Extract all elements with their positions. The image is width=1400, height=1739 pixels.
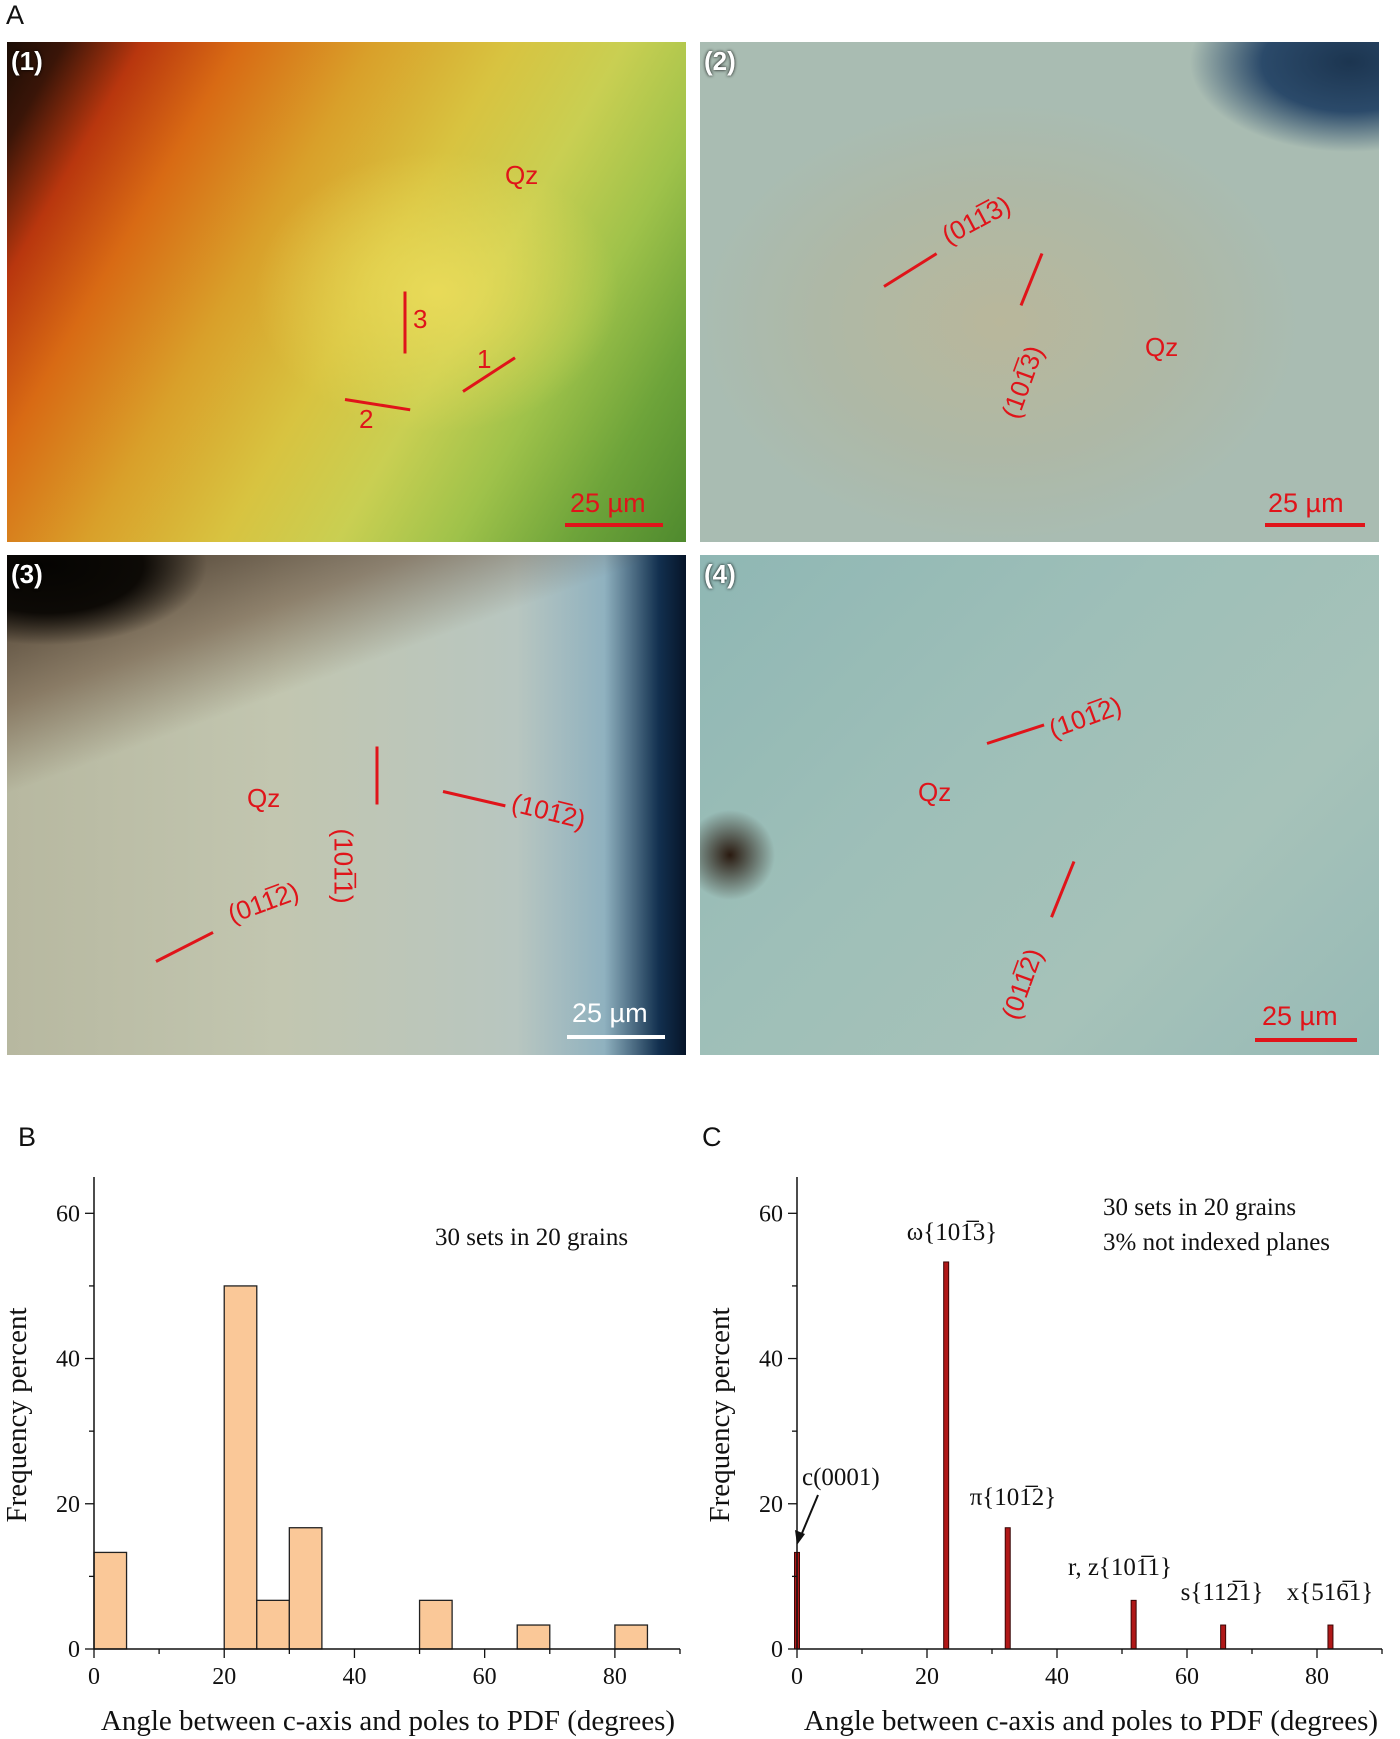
x-tick-label: 0 xyxy=(88,1664,100,1690)
peak-bar xyxy=(1327,1624,1334,1650)
scale-bar xyxy=(1265,523,1365,527)
x-tick-label: 40 xyxy=(1045,1664,1069,1690)
mineral-label: Qz xyxy=(1145,332,1179,362)
panel-letter-b: B xyxy=(18,1122,37,1152)
chart-annotation: 30 sets in 20 grains xyxy=(1103,1194,1296,1221)
x-tick-label: 80 xyxy=(1305,1664,1329,1690)
micrograph-2: (2) (011̅3) (101̅3) Qz 25 µm xyxy=(700,42,1379,542)
scale-bar-label: 25 µm xyxy=(572,998,648,1028)
chart-annotation: 30 sets in 20 grains xyxy=(435,1224,628,1251)
y-tick-label: 40 xyxy=(56,1347,80,1373)
histogram-bar xyxy=(256,1599,290,1650)
pdf-set-label: 3 xyxy=(413,304,428,334)
micrograph-label: (4) xyxy=(704,559,736,589)
chart-b: 30 sets in 20 grains Angle between c-axi… xyxy=(1,1177,681,1737)
chart-c: 30 sets in 20 grains 3% not indexed plan… xyxy=(704,1177,1383,1737)
peak-label: c(0001) xyxy=(802,1464,880,1491)
y-tick-label: 20 xyxy=(759,1492,783,1518)
peak-label: r, z{101̅1} xyxy=(1068,1554,1172,1581)
scale-bar xyxy=(1255,1038,1357,1042)
peak-bar xyxy=(943,1261,950,1650)
histogram-bar xyxy=(614,1624,649,1650)
micrograph-label: (3) xyxy=(11,559,43,589)
x-axis-label: Angle between c-axis and poles to PDF (d… xyxy=(804,1705,1378,1737)
y-tick-label: 60 xyxy=(56,1201,80,1227)
histogram-bar xyxy=(418,1599,453,1650)
y-tick-label: 0 xyxy=(68,1637,80,1663)
x-tick-label: 20 xyxy=(212,1664,236,1690)
scale-bar-label: 25 µm xyxy=(1268,488,1344,518)
histogram-bar xyxy=(223,1285,258,1650)
scale-bar-label: 25 µm xyxy=(570,488,646,518)
peak-label: π{101̅2} xyxy=(970,1484,1057,1511)
y-tick-label: 20 xyxy=(56,1492,80,1518)
y-tick-label: 60 xyxy=(759,1201,783,1227)
x-tick-label: 60 xyxy=(473,1664,497,1690)
micrograph-label: (2) xyxy=(704,46,736,76)
mineral-label: Qz xyxy=(247,783,281,813)
y-tick-label: 40 xyxy=(759,1347,783,1373)
micrograph-3: (3) Qz (011̅2) (101̅1) (101̅2) 25 µm xyxy=(7,555,686,1055)
y-tick-label: 0 xyxy=(771,1637,783,1663)
pdf-set-label: 1 xyxy=(477,344,492,374)
scale-bar xyxy=(565,523,663,527)
peak-label: s{112̅1} xyxy=(1181,1579,1264,1606)
micrograph-label: (1) xyxy=(11,46,43,76)
histogram-bar xyxy=(288,1527,323,1650)
peak-label: ω{101̅3} xyxy=(907,1219,997,1246)
panel-letter-c: C xyxy=(702,1122,722,1152)
histogram-bar xyxy=(93,1551,128,1650)
peak-label: x{516̅1} xyxy=(1287,1579,1374,1606)
scale-bar xyxy=(567,1035,665,1039)
x-tick-label: 80 xyxy=(603,1664,627,1690)
mineral-label: Qz xyxy=(918,777,952,807)
pdf-set-label: 2 xyxy=(359,404,374,434)
y-axis-label: Frequency percent xyxy=(704,1308,736,1523)
panel-letter-a: A xyxy=(6,0,25,30)
x-tick-label: 60 xyxy=(1175,1664,1199,1690)
x-tick-label: 0 xyxy=(791,1664,803,1690)
peak-bar xyxy=(1004,1527,1011,1650)
x-axis-label: Angle between c-axis and poles to PDF (d… xyxy=(101,1705,675,1737)
mineral-label: Qz xyxy=(505,160,539,190)
peak-bar xyxy=(1220,1624,1227,1650)
scale-bar-label: 25 µm xyxy=(1262,1001,1338,1031)
micrograph-1: (1) Qz 3 1 2 25 µm xyxy=(7,42,686,542)
micrograph-4: (4) (101̅2) Qz (011̅2) 25 µm xyxy=(700,555,1379,1055)
peak-bar xyxy=(1130,1599,1137,1650)
arrow-line xyxy=(799,1494,819,1539)
x-tick-label: 40 xyxy=(342,1664,366,1690)
x-tick-label: 20 xyxy=(915,1664,939,1690)
chart-annotation: 3% not indexed planes xyxy=(1103,1229,1330,1256)
histogram-bar xyxy=(516,1624,551,1650)
y-axis-label: Frequency percent xyxy=(1,1308,33,1523)
